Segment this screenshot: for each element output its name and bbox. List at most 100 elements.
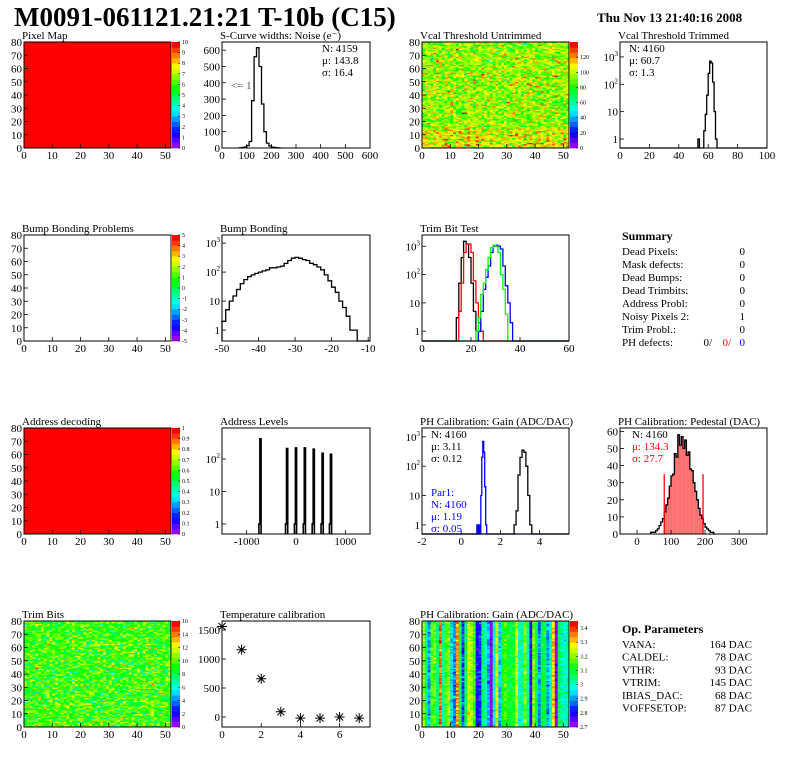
heatmap-cell: [424, 75, 428, 77]
heatmap-cell: [436, 64, 440, 67]
heatmap-cell: [424, 126, 428, 129]
x-tick-label: -2: [417, 536, 426, 548]
heatmap-cell: [453, 79, 457, 81]
heatmap-cell: [427, 125, 431, 128]
heatmap-cell: [422, 142, 426, 145]
palette-tick-label: 100: [580, 70, 589, 76]
heatmap-cell: [441, 72, 445, 75]
heatmap-cell: [444, 71, 448, 73]
heatmap-cell: [427, 132, 431, 134]
heatmap-cell: [424, 89, 428, 92]
heatmap-cell: [433, 60, 437, 63]
heatmap-cell: [424, 65, 428, 68]
heatmap-cell: [444, 88, 448, 91]
heatmap-cell: [424, 47, 428, 49]
heatmap-cell: [444, 112, 448, 114]
heatmap-cell: [422, 52, 426, 55]
y-tick-label: 0: [613, 529, 619, 541]
heatmap-cell: [450, 108, 454, 110]
heatmap-cell: [438, 141, 443, 144]
x-tick-label: 50: [160, 536, 172, 548]
heatmap-cell: [444, 122, 448, 125]
palette-step: [172, 335, 180, 342]
heatmap-cell: [444, 56, 448, 59]
palette-step: [172, 528, 180, 535]
heatmap-cell: [447, 108, 451, 110]
heatmap-cell: [433, 104, 437, 106]
heatmap-cell: [450, 64, 454, 67]
heatmap-cell: [450, 89, 454, 92]
heatmap-cell: [447, 140, 451, 142]
address-level-peak: [293, 447, 298, 534]
heatmap-cell: [424, 98, 428, 101]
heatmap-cell: [438, 53, 443, 56]
heatmap-cell: [422, 44, 426, 47]
palette-step: [172, 68, 180, 75]
x-tick-label: 30: [103, 150, 115, 162]
heatmap-cell: [433, 64, 437, 67]
heatmap-cell: [422, 136, 426, 138]
heatmap-cell: [424, 100, 428, 102]
heatmap-cell: [438, 65, 443, 68]
x-tick-label: 0: [634, 536, 640, 548]
y-tick-label: 80: [11, 230, 23, 242]
heatmap-cell: [436, 79, 440, 81]
heatmap-cell: [436, 83, 440, 85]
heatmap-cell: [447, 59, 451, 61]
heatmap-cell: [453, 105, 457, 108]
y-tick-label: 40: [11, 476, 23, 488]
heatmap-cell: [453, 64, 457, 67]
heatmap-cell: [427, 72, 431, 75]
x-tick-label: 2: [498, 536, 504, 548]
heatmap-cell: [438, 91, 443, 93]
heatmap-cell: [453, 55, 457, 57]
heatmap-cell: [441, 57, 445, 60]
heatmap-cell: [424, 48, 428, 51]
heatmap-cell: [438, 73, 443, 76]
heatmap-cell: [453, 128, 457, 130]
x-tick-label: 0: [21, 343, 27, 355]
heatmap-cell: [450, 130, 454, 133]
heatmap-cell: [441, 137, 445, 140]
timestamp: Thu Nov 13 21:40:16 2008: [597, 10, 743, 25]
y-tick-label: 50: [11, 77, 23, 89]
heatmap-cell: [430, 64, 434, 67]
palette-step: [570, 73, 578, 80]
heatmap-cell: [441, 49, 445, 52]
heatmap-cell: [427, 71, 431, 73]
x-tick-label: 400: [312, 150, 329, 162]
heatmap-cell: [441, 108, 445, 110]
heatmap-cell: [453, 136, 457, 138]
heatmap-cell: [422, 129, 426, 132]
palette-tick-label: 2: [182, 125, 185, 131]
heatmap-cell: [447, 130, 451, 133]
heatmap-cell: [450, 48, 454, 51]
heatmap-cell: [438, 63, 443, 65]
heatmap-cell: [441, 75, 445, 77]
heatmap-cell: [453, 120, 457, 122]
heatmap-cell: [438, 87, 443, 89]
y-tick-label: 20: [11, 503, 23, 515]
heatmap-cell: [430, 104, 434, 106]
heatmap-cell: [430, 93, 434, 96]
heatmap-cell: [453, 51, 457, 53]
heatmap-cell: [450, 144, 454, 146]
heatmap-cell: [424, 84, 428, 87]
heatmap-cell: [436, 89, 440, 92]
palette-tick-label: 20: [580, 131, 586, 137]
palette-tick-label: 0.6: [182, 468, 190, 474]
heatmap-cell: [424, 136, 428, 138]
heatmap-cell: [424, 142, 428, 145]
heatmap-cell: [427, 126, 431, 129]
heatmap-cell: [438, 146, 443, 149]
heatmap-cell: [453, 141, 457, 144]
x-tick-label: 0: [419, 150, 425, 162]
heatmap-cell: [424, 145, 428, 147]
heatmap-cell: [427, 114, 431, 117]
heatmap-cell: [450, 77, 454, 80]
heatmap-cell: [430, 142, 434, 145]
heatmap-cell: [441, 44, 445, 47]
heatmap-cell: [441, 128, 445, 130]
heatmap-cell: [422, 120, 426, 122]
